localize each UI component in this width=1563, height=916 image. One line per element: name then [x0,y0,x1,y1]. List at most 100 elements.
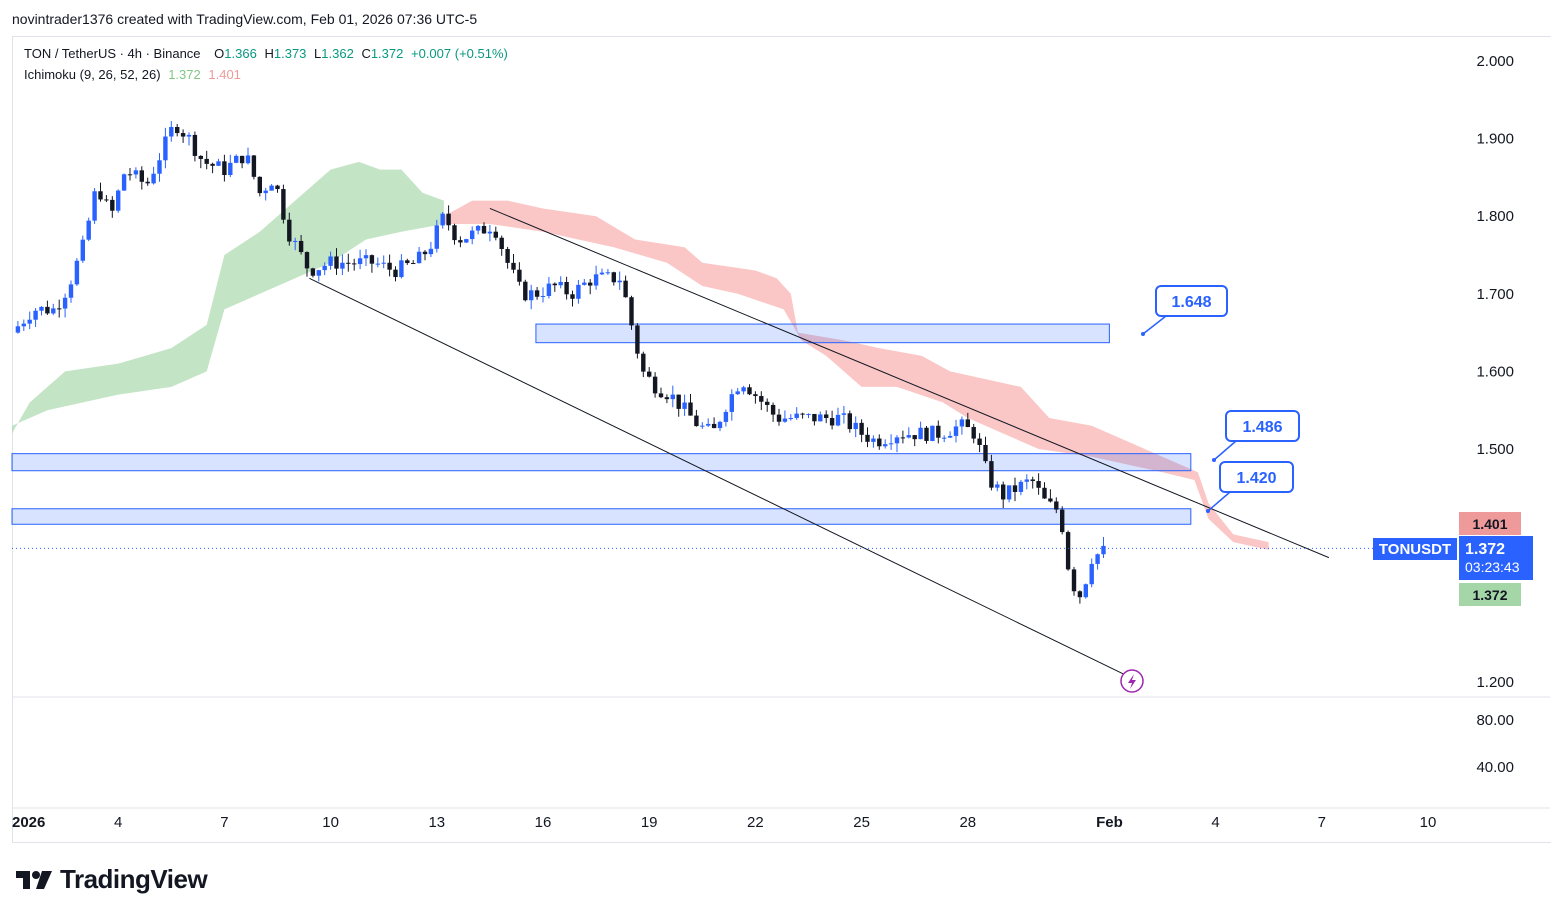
candle-up [428,248,434,255]
candle-down [346,262,351,264]
candle-up [163,136,168,161]
candle-down [1071,569,1077,592]
candle-up [723,411,729,422]
candle-up [216,161,221,166]
x-tick-label: 22 [747,814,764,831]
candle-down [829,418,835,426]
tradingview-mark-icon [16,870,52,889]
candle-up [706,423,711,426]
candle-down [847,413,852,430]
candle-down [676,394,681,409]
candle-down [422,251,428,255]
x-tick-label: 7 [220,814,228,831]
legend-ind-val1: 1.372 [168,67,201,82]
candle-up [263,190,268,194]
x-tick-label: 4 [1211,814,1219,831]
candle-down [641,353,646,372]
candle-down [310,268,316,276]
candle-down [759,396,764,402]
candle-up [617,280,622,283]
legend-high: 1.373 [273,46,307,61]
candle-up [883,444,888,447]
candle-down [812,413,817,422]
candle-down [623,280,628,298]
candle-up [735,391,740,395]
candle-down [393,269,398,278]
legend-symbol[interactable]: TON / TetherUS · 4h · Binance [24,46,201,61]
candle-up [157,160,162,174]
candle-up [1018,481,1024,492]
candle-down [1060,509,1065,533]
candle-down [1054,501,1059,510]
x-tick-label: 10 [322,814,339,831]
candle-down [652,376,658,394]
chart-frame[interactable] [12,36,1551,843]
candle-up [995,484,1000,488]
candle-down [570,294,575,299]
candle-down [647,371,652,377]
candle-down [977,438,982,445]
candle-down [552,283,557,286]
candle-up [186,134,192,137]
candle-up [670,394,675,400]
candle-down [251,155,257,177]
x-tick-label: Feb [1096,814,1123,831]
x-tick-label: 4 [114,814,122,831]
candle-down [275,185,280,190]
legend-o-label: O [214,46,225,61]
zone-2 [11,508,1192,525]
candle-down [564,281,569,295]
legend-h-label: H [264,46,274,61]
zone-callout-pointer [1207,491,1231,512]
candle-down [287,219,292,242]
candle-up [169,127,174,137]
candle-up [375,263,380,265]
channel-upper [489,207,1330,559]
ichimoku-cloud-bearish [443,200,1269,550]
candle-down [753,394,758,397]
tradingview-logo[interactable]: TradingView [16,864,208,895]
candle-down [180,133,186,137]
candle-down [57,308,62,310]
candle-down [983,444,988,462]
x-tick-label: 10 [1420,814,1437,831]
candle-up [853,422,858,430]
legend-change: +0.007 (+0.51%) [411,46,508,61]
candle-up [475,225,481,231]
candle-up [947,435,953,438]
candle-up [363,255,369,259]
candle-up [794,413,799,419]
candle-down [688,402,693,416]
x-tick-label: 16 [535,814,552,831]
candle-down [405,260,410,264]
legend-indicator[interactable]: Ichimoku (9, 26, 52, 26) [24,67,161,82]
candle-up [1101,545,1106,555]
candle-up [682,402,687,409]
candle-down [635,325,640,354]
candle-down [45,306,50,314]
candle-up [1095,554,1100,564]
candle-down [765,401,770,405]
zone-callout-box [1225,410,1300,442]
candle-up [151,173,156,184]
tradingview-wordmark: TradingView [60,864,208,894]
candle-up [381,262,386,264]
candle-down [281,189,286,220]
candle-down [511,262,516,270]
sub-tick-label: 80.00 [1476,712,1514,729]
x-tick-label: 25 [853,814,870,831]
candle-down [611,272,616,283]
candle-up [959,419,965,427]
candle-down [192,134,198,156]
candle-down [1077,591,1083,598]
candle-up [74,260,80,285]
candle-up [558,281,563,286]
candle-down [352,263,357,265]
candle-down [127,174,133,176]
candle-down [452,225,457,241]
x-tick-label: 28 [959,814,976,831]
candle-up [546,283,552,296]
candle-down [989,461,994,488]
candle-down [198,155,203,159]
